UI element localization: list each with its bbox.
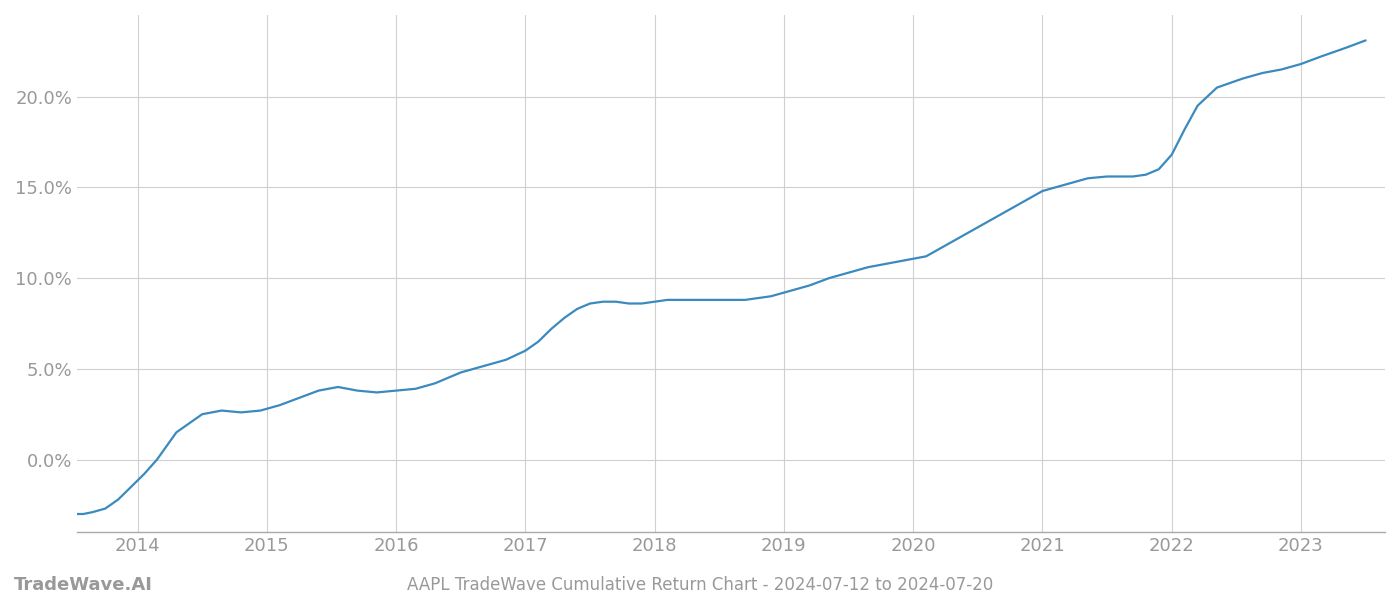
Text: TradeWave.AI: TradeWave.AI [14, 576, 153, 594]
Text: AAPL TradeWave Cumulative Return Chart - 2024-07-12 to 2024-07-20: AAPL TradeWave Cumulative Return Chart -… [407, 576, 993, 594]
